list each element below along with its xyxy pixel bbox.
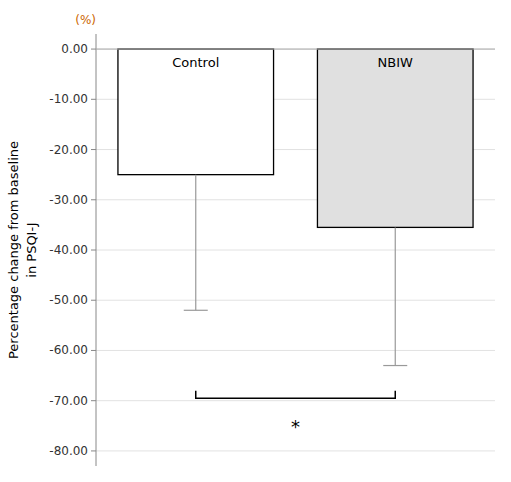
tick-mark xyxy=(91,400,96,401)
grid-line xyxy=(96,49,495,50)
error-bar xyxy=(383,227,407,365)
significance-bracket xyxy=(196,391,396,399)
category-label: Control xyxy=(172,55,219,70)
grid-line xyxy=(96,450,495,451)
y-ticks: 0.00 -10.00 -20.00 -30.00 -40.00 -50.00 -60.00… xyxy=(49,42,96,458)
zero-line xyxy=(96,49,495,50)
chart: 0.00 -10.00 -20.00 -30.00 -40.00 -50.00 -60.00… xyxy=(0,0,511,482)
plot-area xyxy=(96,49,495,398)
y-axis-label: Percentage change from baselinein PSQI-J xyxy=(6,141,39,359)
tick-mark xyxy=(91,99,96,100)
grid-line xyxy=(96,400,495,401)
tick-mark xyxy=(91,149,96,150)
y-axis-line xyxy=(96,34,97,466)
tick-label: -10.00 xyxy=(49,92,88,106)
tick-mark xyxy=(91,250,96,251)
tick-mark xyxy=(91,300,96,301)
bar xyxy=(317,49,473,227)
error-bar xyxy=(184,175,208,311)
unit-label: (%) xyxy=(75,13,96,27)
grid-line xyxy=(96,300,495,301)
tick-label: -60.00 xyxy=(49,343,88,357)
category-label: NBIW xyxy=(378,55,413,70)
tick-mark xyxy=(91,199,96,200)
grid-line xyxy=(96,250,495,251)
tick-mark xyxy=(91,350,96,351)
grid-line xyxy=(96,350,495,351)
tick-label: -20.00 xyxy=(49,143,88,157)
tick-label: -30.00 xyxy=(49,193,88,207)
significance-label: * xyxy=(291,416,300,437)
tick-label: -80.00 xyxy=(49,444,88,458)
tick-mark xyxy=(91,450,96,451)
tick-label: 0.00 xyxy=(61,42,88,56)
grid xyxy=(96,49,495,451)
tick-label: -50.00 xyxy=(49,293,88,307)
bar xyxy=(118,49,274,175)
tick-label: -70.00 xyxy=(49,394,88,408)
tick-label: -40.00 xyxy=(49,243,88,257)
tick-mark xyxy=(91,49,96,50)
